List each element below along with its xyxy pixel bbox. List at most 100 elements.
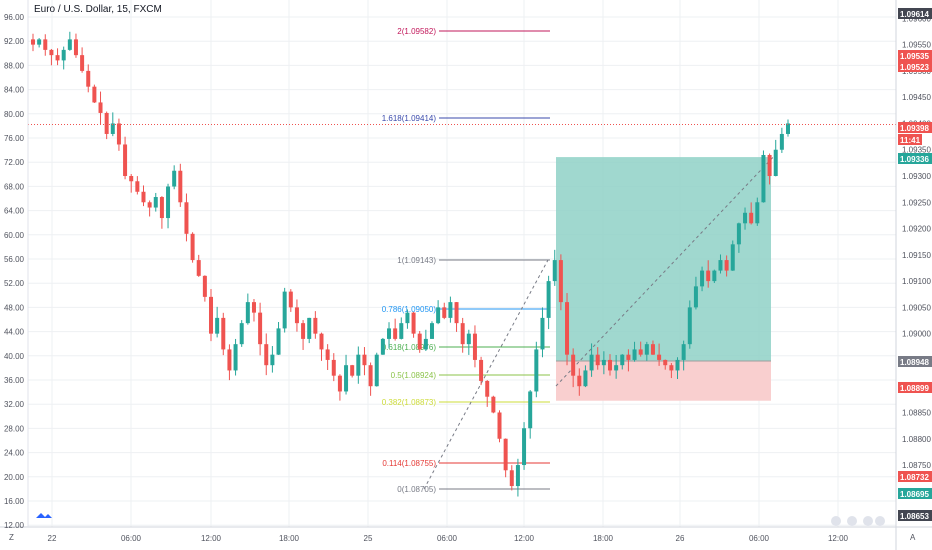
candle-body[interactable] [644,344,649,355]
candle-body[interactable] [307,317,312,339]
candle-body[interactable] [294,307,299,324]
candle-body[interactable] [565,302,570,355]
candle-body[interactable] [215,317,220,334]
candle-body[interactable] [743,212,748,224]
candle-body[interactable] [227,349,232,371]
candle-body[interactable] [55,55,60,61]
candle-body[interactable] [221,317,226,350]
candle-body[interactable] [350,365,355,376]
candle-body[interactable] [638,349,643,355]
candle-body[interactable] [172,170,177,187]
candle-body[interactable] [436,307,441,324]
tradingview-logo-icon[interactable] [36,513,52,518]
auto-scale-a-button[interactable]: A [910,533,916,542]
fibonacci-levels[interactable]: 2(1.09582) 1.618(1.09414) 1(1.09143) 0.786(… [382,27,779,494]
candle-body[interactable] [362,354,367,366]
candle-body[interactable] [503,438,508,471]
candle-body[interactable] [577,375,582,387]
candle-body[interactable] [276,328,281,355]
zoom-z-button[interactable]: Z [9,533,14,542]
candle-body[interactable] [331,359,336,376]
stop-loss-zone[interactable] [556,360,771,401]
profit-target-zone[interactable] [556,157,771,361]
candle-body[interactable] [706,270,711,282]
candle-body[interactable] [190,233,195,261]
right-axis[interactable]: 1.096001.095501.095001.094501.094001.093… [902,14,931,522]
candle-body[interactable] [669,365,674,371]
candle-body[interactable] [319,333,324,350]
candle-body[interactable] [49,49,54,56]
candle-body[interactable] [313,317,318,334]
candle-body[interactable] [429,323,434,339]
candle-body[interactable] [73,39,78,56]
candle-body[interactable] [626,354,631,360]
candle-body[interactable] [282,291,287,329]
candle-body[interactable] [601,359,606,366]
candle-body[interactable] [67,39,72,50]
candle-body[interactable] [718,260,723,271]
candle-body[interactable] [104,112,109,134]
candle-body[interactable] [687,307,692,345]
candle-body[interactable] [448,302,453,318]
candle-body[interactable] [632,349,637,360]
candle-body[interactable] [209,296,214,334]
candle-body[interactable] [546,281,551,318]
candle-body[interactable] [700,270,705,287]
candle-body[interactable] [86,70,91,87]
candle-body[interactable] [380,338,385,355]
candle-body[interactable] [233,344,238,371]
candle-body[interactable] [135,181,140,192]
candle-body[interactable] [712,270,717,282]
candle-body[interactable] [693,286,698,308]
candle-body[interactable] [767,154,772,177]
candle-body[interactable] [552,260,557,282]
candle-body[interactable] [466,333,471,345]
candle-body[interactable] [472,333,477,360]
candle-body[interactable] [755,202,760,224]
candle-body[interactable] [522,428,527,466]
candle-body[interactable] [123,144,128,177]
candle-body[interactable] [31,39,35,45]
candle-body[interactable] [779,133,784,150]
candle-body[interactable] [184,202,189,234]
candle-body[interactable] [393,328,398,339]
time-axis[interactable]: 22 06:00 12:00 18:00 25 06:00 12:00 18:00 26 06:0… [48,534,849,543]
candle-body[interactable] [497,412,502,439]
left-axis[interactable]: 96.00 92.00 88.00 84.00 80.00 76.00 72.00 68.00… [4,13,25,530]
candle-body[interactable] [681,344,686,360]
candle-body[interactable] [509,470,514,487]
candle-body[interactable] [730,244,735,271]
candle-body[interactable] [657,354,662,360]
candle-body[interactable] [196,260,201,276]
candle-body[interactable] [129,176,134,182]
candle-body[interactable] [202,275,207,297]
candle-body[interactable] [387,328,392,339]
candle-body[interactable] [663,359,668,366]
candle-body[interactable] [37,39,42,45]
candle-body[interactable] [61,49,66,61]
candle-body[interactable] [98,102,103,113]
candle-body[interactable] [454,302,459,324]
candle-body[interactable] [528,391,533,429]
candle-body[interactable] [116,123,121,145]
candle-body[interactable] [245,302,250,324]
candle-body[interactable] [80,55,85,71]
candle-body[interactable] [270,354,275,366]
candle-body[interactable] [258,312,263,345]
candle-body[interactable] [515,465,520,487]
candle-body[interactable] [178,170,183,203]
candlestick-series[interactable] [31,31,790,497]
candle-body[interactable] [423,338,428,350]
candle-body[interactable] [583,370,588,387]
candle-body[interactable] [485,380,490,397]
candle-body[interactable] [325,349,330,360]
candle-body[interactable] [761,154,766,203]
candle-body[interactable] [301,323,306,339]
candle-body[interactable] [736,223,741,245]
candle-body[interactable] [540,317,545,350]
candle-body[interactable] [288,291,293,308]
candle-body[interactable] [749,212,754,224]
candle-body[interactable] [595,354,600,366]
candle-body[interactable] [147,202,152,208]
